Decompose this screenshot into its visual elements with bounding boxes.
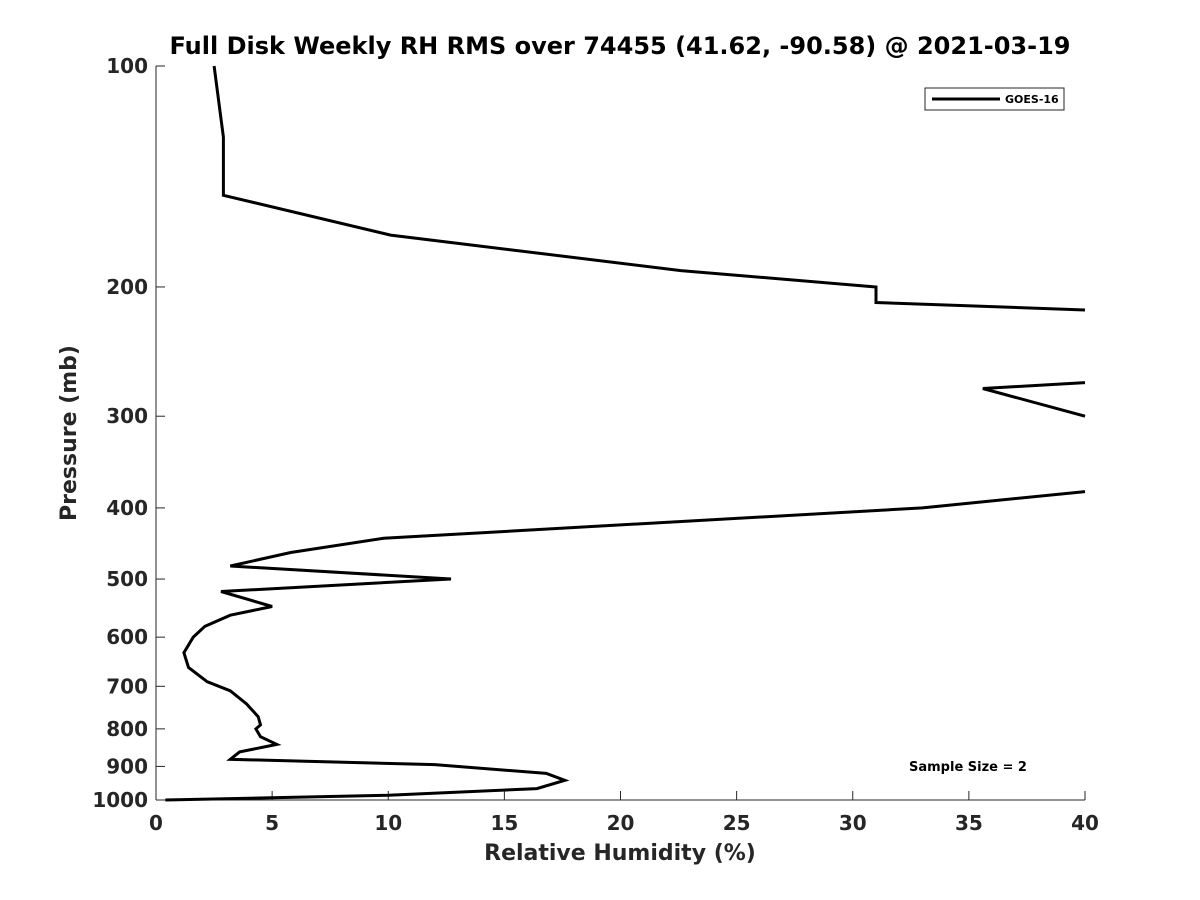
x-tick-label: 20 — [607, 811, 635, 835]
y-tick-label: 400 — [106, 496, 148, 520]
legend: GOES-16 — [924, 87, 1065, 111]
y-tick-label: 900 — [106, 754, 148, 778]
y-tick-label: 800 — [106, 717, 148, 741]
x-tick-label: 5 — [265, 811, 279, 835]
x-tick-label: 0 — [149, 811, 163, 835]
series-line-goes16 — [165, 65, 1086, 802]
x-axis-label: Relative Humidity (%) — [484, 841, 756, 866]
axes: 0 5 10 15 20 25 30 35 40 100 200 300 400 500 600 700 800… — [92, 54, 1099, 835]
y-tick-label: 100 — [106, 54, 148, 78]
x-tick-label: 15 — [490, 811, 518, 835]
y-tick-label: 600 — [106, 625, 148, 649]
y-tick-label: 300 — [106, 404, 148, 428]
sample-size-annotation: Sample Size = 2 — [909, 760, 1027, 775]
chart-title: Full Disk Weekly RH RMS over 74455 (41.6… — [169, 32, 1070, 60]
y-tick-label: 1000 — [92, 788, 148, 812]
y-tick-label: 500 — [106, 567, 148, 591]
x-tick-label: 30 — [839, 811, 867, 835]
legend-label-goes16: GOES-16 — [1005, 93, 1059, 106]
x-tick-label: 35 — [955, 811, 983, 835]
x-tick-label: 25 — [723, 811, 751, 835]
y-tick-label: 200 — [106, 275, 148, 299]
y-tick-label: 700 — [106, 674, 148, 698]
x-tick-label: 40 — [1071, 811, 1099, 835]
y-axis-label: Pressure (mb) — [57, 345, 82, 521]
x-tick-label: 10 — [374, 811, 402, 835]
series-layer — [165, 65, 1086, 802]
